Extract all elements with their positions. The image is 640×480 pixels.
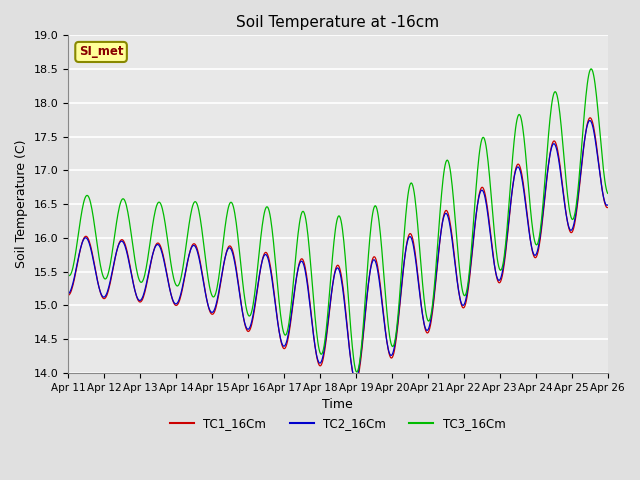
Text: SI_met: SI_met bbox=[79, 46, 124, 59]
TC2_16Cm bbox=[352, 377, 360, 383]
TC3_16Cm bbox=[604, 191, 612, 196]
TC1_16Cm bbox=[352, 380, 360, 386]
TC2_16Cm bbox=[424, 326, 432, 332]
TC3_16Cm bbox=[227, 200, 234, 205]
TC3_16Cm bbox=[587, 66, 595, 72]
Legend: TC1_16Cm, TC2_16Cm, TC3_16Cm: TC1_16Cm, TC2_16Cm, TC3_16Cm bbox=[166, 412, 510, 434]
Line: TC2_16Cm: TC2_16Cm bbox=[68, 120, 608, 380]
TC3_16Cm bbox=[127, 232, 135, 238]
TC1_16Cm bbox=[424, 329, 432, 335]
TC2_16Cm bbox=[64, 291, 72, 297]
TC2_16Cm bbox=[227, 246, 234, 252]
TC1_16Cm bbox=[604, 204, 612, 210]
TC2_16Cm bbox=[274, 319, 282, 325]
TC2_16Cm bbox=[604, 202, 612, 208]
TC1_16Cm bbox=[227, 243, 234, 249]
TC3_16Cm bbox=[424, 318, 432, 324]
TC3_16Cm bbox=[394, 312, 402, 318]
TC1_16Cm bbox=[64, 292, 72, 298]
Title: Soil Temperature at -16cm: Soil Temperature at -16cm bbox=[236, 15, 440, 30]
TC1_16Cm bbox=[274, 319, 282, 324]
TC3_16Cm bbox=[353, 369, 360, 375]
Line: TC3_16Cm: TC3_16Cm bbox=[68, 69, 608, 372]
TC2_16Cm bbox=[253, 286, 261, 291]
TC3_16Cm bbox=[274, 284, 282, 290]
X-axis label: Time: Time bbox=[323, 398, 353, 411]
TC2_16Cm bbox=[586, 118, 594, 123]
TC1_16Cm bbox=[127, 270, 135, 276]
TC2_16Cm bbox=[127, 271, 135, 277]
TC1_16Cm bbox=[394, 321, 402, 327]
Y-axis label: Soil Temperature (C): Soil Temperature (C) bbox=[15, 140, 28, 268]
TC3_16Cm bbox=[253, 268, 261, 274]
TC3_16Cm bbox=[64, 272, 72, 278]
Line: TC1_16Cm: TC1_16Cm bbox=[68, 118, 608, 383]
TC2_16Cm bbox=[394, 317, 402, 323]
TC1_16Cm bbox=[586, 115, 594, 120]
TC1_16Cm bbox=[253, 288, 261, 293]
